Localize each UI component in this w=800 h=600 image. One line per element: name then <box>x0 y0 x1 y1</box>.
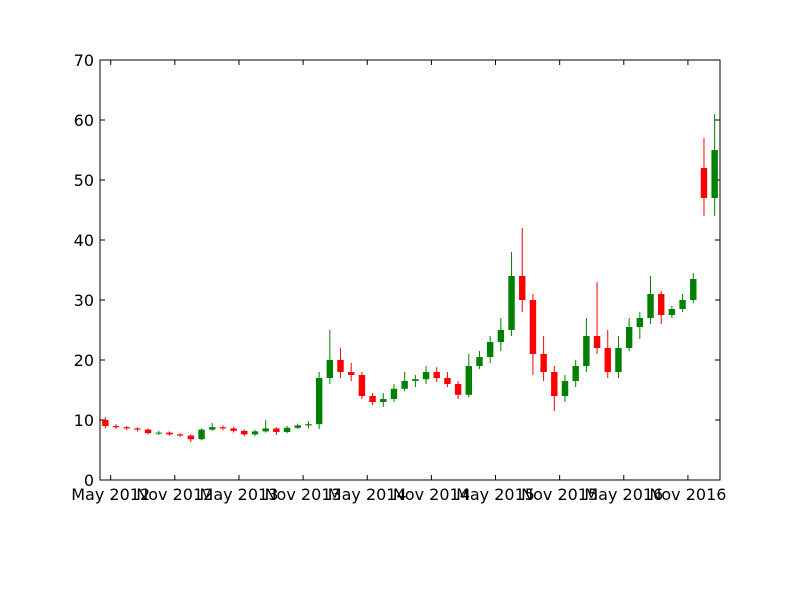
y-tick-label: 60 <box>74 111 94 130</box>
candle-body <box>454 384 462 395</box>
candle-body <box>305 424 312 426</box>
candle-body <box>561 381 569 396</box>
candle-body <box>380 399 387 402</box>
x-tick-label: May 2013 <box>200 485 279 504</box>
candle-body <box>230 428 237 431</box>
candle-body <box>187 435 195 440</box>
candle-body <box>690 279 697 300</box>
candle-body <box>540 354 547 372</box>
candle-body <box>358 375 366 396</box>
candle-body <box>497 330 505 342</box>
candle-body <box>262 428 269 432</box>
plot-frame <box>99 59 721 481</box>
candle-body <box>711 150 718 198</box>
y-tick-label: 30 <box>74 291 94 310</box>
y-tick-label: 70 <box>74 51 94 70</box>
candle-body <box>326 360 334 378</box>
candle-body <box>401 381 408 389</box>
candle-body <box>251 431 259 435</box>
y-tick-label: 10 <box>74 411 94 430</box>
candle-body <box>412 379 419 381</box>
candle-body <box>273 428 280 432</box>
candle-body <box>337 360 344 372</box>
x-tick-label: Nov 2014 <box>393 485 470 504</box>
candle-body <box>444 378 451 384</box>
candle-body <box>348 372 355 375</box>
candle-body <box>476 357 483 366</box>
y-tick-label: 40 <box>74 231 94 250</box>
candle-body <box>422 372 430 380</box>
x-tick-label: Nov 2012 <box>136 485 213 504</box>
candle-body <box>465 366 472 395</box>
candle-body <box>219 427 227 429</box>
x-tick-label: May 2016 <box>584 485 663 504</box>
x-tick-label: May 2014 <box>328 485 407 504</box>
candle-body <box>369 396 376 402</box>
candle-body <box>433 372 440 378</box>
candle-body <box>529 300 537 354</box>
candle-body <box>241 430 248 435</box>
candle-body <box>144 429 152 434</box>
candle-body <box>519 276 526 300</box>
candle-body <box>390 388 398 399</box>
candle-body <box>315 378 323 425</box>
candle-body <box>486 342 494 357</box>
candle-body <box>668 309 676 315</box>
candle-body <box>283 427 291 432</box>
candle-body <box>593 336 601 348</box>
candle-body <box>508 276 515 330</box>
candle-body <box>198 429 205 440</box>
x-tick-label: May 2015 <box>456 485 535 504</box>
x-tick-label: Nov 2013 <box>265 485 342 504</box>
candle-body <box>572 366 579 381</box>
candle-body <box>647 294 654 318</box>
candle-body <box>551 372 558 396</box>
y-tick-label: 20 <box>74 351 94 370</box>
candle-body <box>583 336 590 366</box>
candle-body <box>123 427 130 429</box>
candle-body <box>615 348 622 372</box>
candle-body <box>294 425 301 428</box>
candle-body <box>658 294 665 315</box>
x-tick-label: Nov 2016 <box>649 485 726 504</box>
x-tick-label: Nov 2015 <box>521 485 598 504</box>
candle-body <box>209 427 216 430</box>
candle-body <box>155 432 162 434</box>
candle-body <box>134 428 141 430</box>
candle-body <box>636 318 644 327</box>
y-tick-label: 50 <box>74 171 94 190</box>
candle-body <box>625 327 633 348</box>
candle-body <box>700 168 708 198</box>
candle-body <box>102 420 109 426</box>
candle-body <box>166 432 173 435</box>
candle-body <box>176 434 184 436</box>
candle-body <box>679 300 686 309</box>
x-tick-label: May 2012 <box>71 485 150 504</box>
y-tick-label: 0 <box>84 471 94 490</box>
candle-body <box>112 426 120 428</box>
candle-body <box>604 348 611 372</box>
